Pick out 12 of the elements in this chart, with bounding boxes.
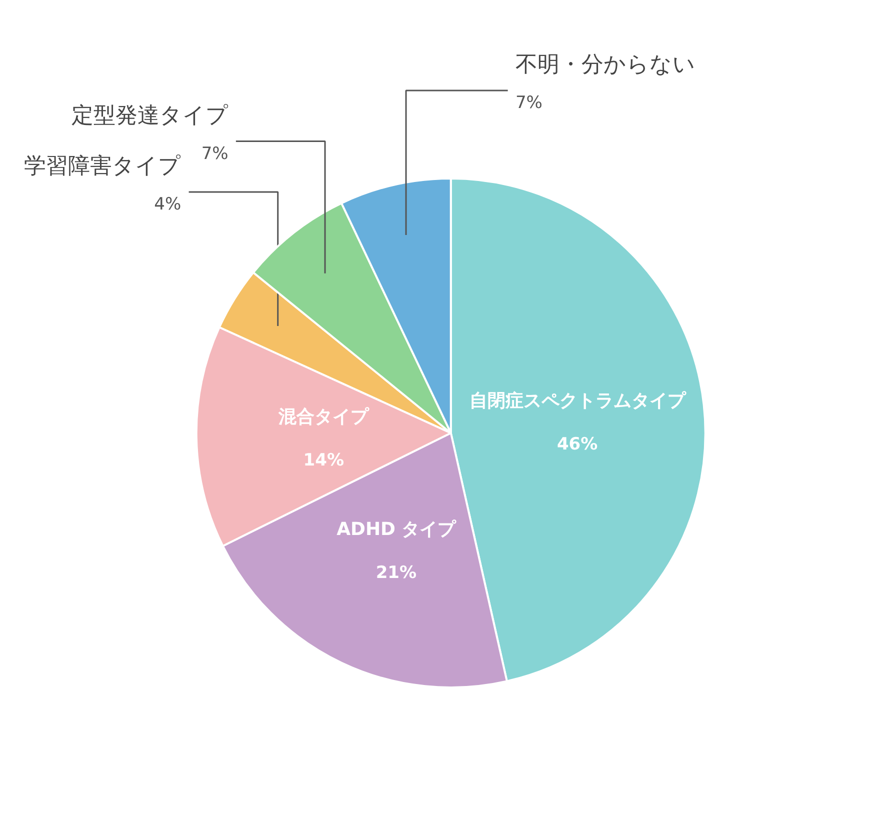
data-label: 4% — [154, 194, 182, 215]
data-label: 46% — [556, 434, 598, 454]
slice-label: 学習障害タイプ — [24, 154, 182, 180]
slice-label: 混合タイプ — [278, 406, 370, 428]
slice-label: 自閉症スペクトラムタイプ — [469, 390, 686, 412]
slice-label: 不明・分からない — [515, 52, 696, 78]
data-label: 14% — [303, 450, 344, 470]
data-label: 21% — [376, 562, 417, 583]
data-label: 7% — [201, 144, 228, 164]
slice-label: 定型発達タイプ — [71, 103, 228, 128]
data-label: 7% — [515, 93, 542, 114]
slice-label: ADHD タイプ — [336, 519, 457, 540]
